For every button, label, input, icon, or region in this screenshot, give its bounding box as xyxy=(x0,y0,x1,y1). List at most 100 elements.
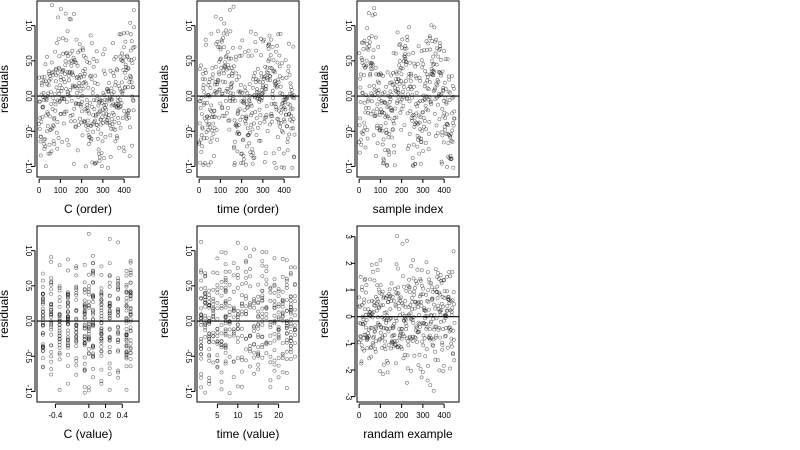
plot-frame xyxy=(36,0,140,178)
data-point xyxy=(128,273,133,277)
data-point xyxy=(263,65,268,69)
data-point xyxy=(424,127,429,132)
data-point xyxy=(65,70,70,75)
data-point xyxy=(235,272,240,277)
data-point xyxy=(39,134,43,139)
data-point xyxy=(358,334,363,339)
data-point xyxy=(381,326,386,331)
data-point xyxy=(272,70,277,75)
data-point xyxy=(252,298,257,303)
data-point xyxy=(107,284,112,289)
data-point xyxy=(288,335,293,340)
data-point xyxy=(207,353,212,357)
data-point xyxy=(107,336,112,341)
data-point xyxy=(197,141,202,146)
data-point xyxy=(43,137,48,142)
data-point xyxy=(37,122,42,126)
data-point xyxy=(248,267,252,271)
data-point xyxy=(48,77,53,81)
data-point xyxy=(223,278,228,283)
data-point xyxy=(67,78,71,83)
data-point xyxy=(288,347,293,352)
data-point xyxy=(288,298,293,303)
data-point xyxy=(449,131,454,136)
data-point xyxy=(223,350,228,355)
data-point xyxy=(432,112,437,116)
data-point xyxy=(361,128,366,133)
data-point xyxy=(288,350,293,354)
data-point xyxy=(271,151,276,156)
data-point xyxy=(119,80,124,85)
data-point xyxy=(66,321,70,326)
plot-frame xyxy=(196,225,300,403)
data-point xyxy=(376,287,381,292)
data-point xyxy=(201,83,206,87)
x-tick-label: 400 xyxy=(437,186,451,195)
data-point xyxy=(398,295,403,300)
data-point xyxy=(420,110,425,115)
data-point xyxy=(52,116,57,120)
data-point xyxy=(420,339,425,344)
data-point xyxy=(451,337,456,342)
data-point xyxy=(409,87,414,92)
data-point xyxy=(215,39,220,44)
data-point xyxy=(82,355,87,360)
data-point xyxy=(404,62,409,67)
data-point xyxy=(207,354,212,359)
x-tick-label: 100 xyxy=(54,186,68,195)
data-point xyxy=(241,153,246,158)
data-point xyxy=(206,128,211,132)
data-point xyxy=(264,250,269,255)
data-point xyxy=(235,286,240,290)
data-point xyxy=(82,290,87,295)
x-tick-label: 0.2 xyxy=(100,411,112,420)
data-point xyxy=(268,360,273,365)
data-point xyxy=(381,303,386,308)
data-point xyxy=(211,360,216,365)
data-point xyxy=(359,40,364,45)
data-point xyxy=(292,313,297,318)
data-point xyxy=(400,37,405,42)
data-point xyxy=(292,265,297,270)
data-point xyxy=(207,375,212,380)
data-point xyxy=(436,79,441,84)
data-point xyxy=(42,75,47,79)
data-point xyxy=(128,268,133,273)
data-point xyxy=(259,53,263,58)
data-point xyxy=(104,98,109,103)
data-point xyxy=(124,337,129,342)
data-point xyxy=(49,309,54,314)
data-point xyxy=(86,304,91,309)
data-point xyxy=(238,118,243,122)
data-point xyxy=(256,332,261,337)
data-point xyxy=(409,368,413,373)
data-point xyxy=(373,346,378,351)
data-point xyxy=(82,120,87,125)
data-point xyxy=(53,108,58,113)
data-point xyxy=(252,371,257,376)
data-point xyxy=(203,271,208,276)
data-point xyxy=(99,131,104,136)
data-point xyxy=(116,116,120,120)
data-point xyxy=(264,311,269,316)
data-point xyxy=(107,327,112,332)
data-point xyxy=(423,354,428,359)
data-point xyxy=(413,64,418,69)
data-point xyxy=(405,353,410,358)
data-point xyxy=(93,114,98,119)
data-point xyxy=(415,267,420,272)
data-point xyxy=(235,335,240,340)
data-point xyxy=(252,296,257,301)
data-point xyxy=(427,280,432,285)
data-point xyxy=(384,358,389,363)
data-point xyxy=(66,257,70,262)
data-point xyxy=(116,288,121,292)
data-point xyxy=(124,343,129,348)
data-point xyxy=(285,148,290,153)
data-point xyxy=(116,338,121,343)
data-point xyxy=(248,364,252,369)
data-point xyxy=(436,102,440,107)
data-point xyxy=(82,390,87,395)
data-point xyxy=(83,67,88,72)
data-point xyxy=(276,316,281,321)
